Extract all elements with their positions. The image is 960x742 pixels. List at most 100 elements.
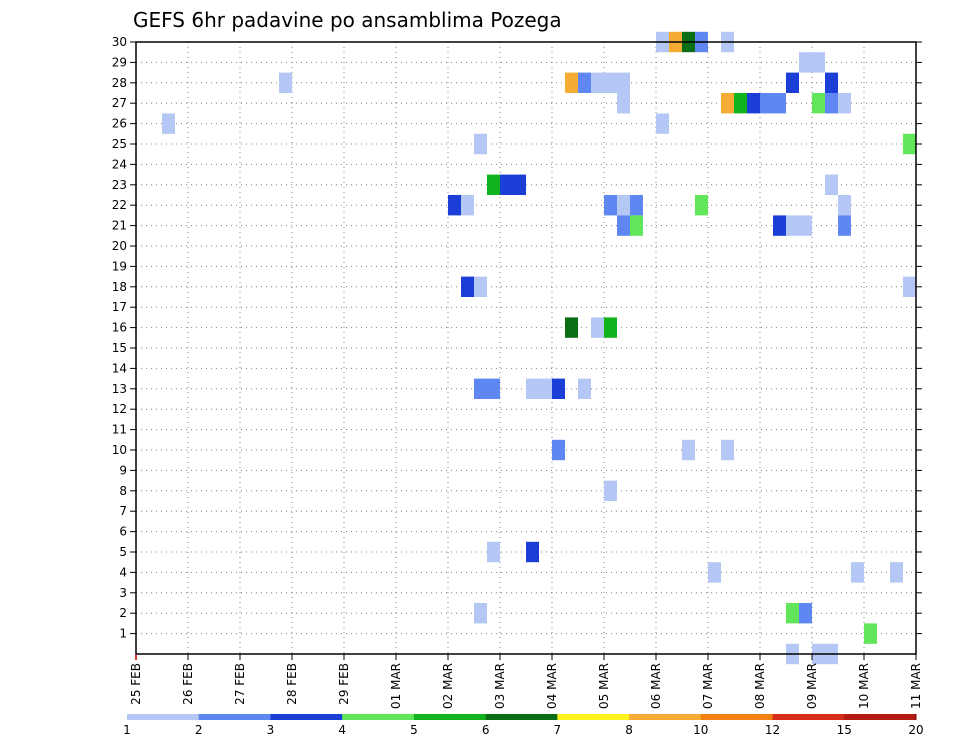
y-tick-label: 21 [112,219,127,233]
axes: 1234567891011121314151617181920212223242… [112,35,923,709]
precip-cell [825,174,838,195]
precip-cell [799,603,812,624]
precip-cell [682,439,695,461]
precip-cell [799,215,812,236]
colorbar-label: 5 [410,723,418,737]
y-tick-label: 15 [112,341,127,355]
precip-cell [812,93,825,114]
precip-cell [825,93,838,114]
x-tick-label: 26 FEB [181,663,195,705]
x-tick-label: 01 MAR [389,663,403,709]
y-tick-label: 16 [112,321,127,335]
y-tick-label: 10 [112,443,127,457]
precip-cell [864,623,877,644]
precip-cell [630,195,643,216]
precip-cell [526,378,539,399]
precip-cell [734,93,747,114]
colorbar-label: 6 [482,723,490,737]
y-tick-label: 11 [112,423,127,437]
precip-cell [578,378,591,399]
colorbar-label: 15 [837,723,852,737]
precip-cell [786,603,799,624]
precip-cell [838,93,851,114]
precip-cell [747,93,760,114]
ensemble-cells [162,31,916,665]
precip-cell [162,113,175,134]
y-tick-label: 9 [119,463,127,477]
colorbar-label: 7 [554,723,562,737]
y-tick-label: 6 [119,525,127,539]
x-tick-label: 10 MAR [857,663,871,709]
y-tick-label: 5 [119,545,127,559]
precip-cell [526,541,539,563]
x-tick-label: 09 MAR [805,663,819,709]
colorbar-segment [915,714,916,720]
colorbar-label: 10 [693,723,708,737]
x-tick-label: 02 MAR [441,663,455,709]
colorbar-segment [413,714,487,720]
precip-cell [903,276,916,297]
precip-cell [591,317,604,338]
precip-cell [656,113,669,134]
y-tick-label: 27 [112,96,127,110]
precip-cell [903,133,916,155]
precip-cell [604,195,617,216]
colorbar-segment [700,714,774,720]
colorbar-label: 8 [625,723,633,737]
colorbar-segment [198,714,271,720]
precip-cell [825,72,838,93]
colorbar-segment [127,714,200,720]
precip-cell [617,93,630,114]
precip-cell [578,72,591,93]
precip-cell [474,378,487,399]
precip-cell [604,480,617,501]
precip-cell [760,93,773,114]
x-tick-label: 03 MAR [493,663,507,709]
y-tick-label: 1 [119,627,127,641]
precip-cell [786,72,799,93]
y-tick-label: 22 [112,198,127,212]
x-tick-label: 07 MAR [701,663,715,709]
precip-cell [721,439,734,461]
precip-cell [708,562,721,583]
colorbar: 1 2 3 4 5 6 7 8 10 12 15 20 [123,714,924,737]
precip-cell [487,541,500,563]
y-tick-label: 2 [119,606,127,620]
y-tick-label: 3 [119,586,127,600]
precip-cell [565,72,578,93]
precip-cell [799,52,812,73]
colorbar-label: 12 [765,723,780,737]
precip-cell [617,72,630,93]
y-tick-label: 29 [112,55,127,69]
precip-cell [851,562,864,583]
x-tick-label: 04 MAR [545,663,559,709]
precip-cell [773,215,786,236]
chart-title: GEFS 6hr padavine po ansamblima Pozega [133,8,562,32]
colorbar-label: 3 [267,723,275,737]
precip-cell [474,133,487,155]
precip-cell [565,317,578,338]
precip-cell [890,562,903,583]
precip-cell [448,195,461,216]
precip-cell [513,174,526,195]
precip-cell [617,215,630,236]
x-tick-label: 11 MAR [909,663,923,709]
y-tick-label: 23 [112,178,127,192]
precip-cell [630,215,643,236]
x-tick-label: 06 MAR [649,663,663,709]
x-tick-label: 05 MAR [597,663,611,709]
precip-cell [773,93,786,114]
y-tick-label: 20 [112,239,127,253]
y-tick-label: 8 [119,484,127,498]
x-tick-label: 25 FEB [129,663,143,705]
precip-cell [461,276,474,297]
colorbar-label: 4 [338,723,346,737]
colorbar-segment [557,714,630,720]
y-tick-label: 25 [112,137,127,151]
colorbar-segment [342,714,415,720]
y-tick-label: 4 [119,565,127,579]
precip-cell [591,72,604,93]
y-tick-label: 24 [112,157,127,171]
precip-cell [552,439,565,461]
